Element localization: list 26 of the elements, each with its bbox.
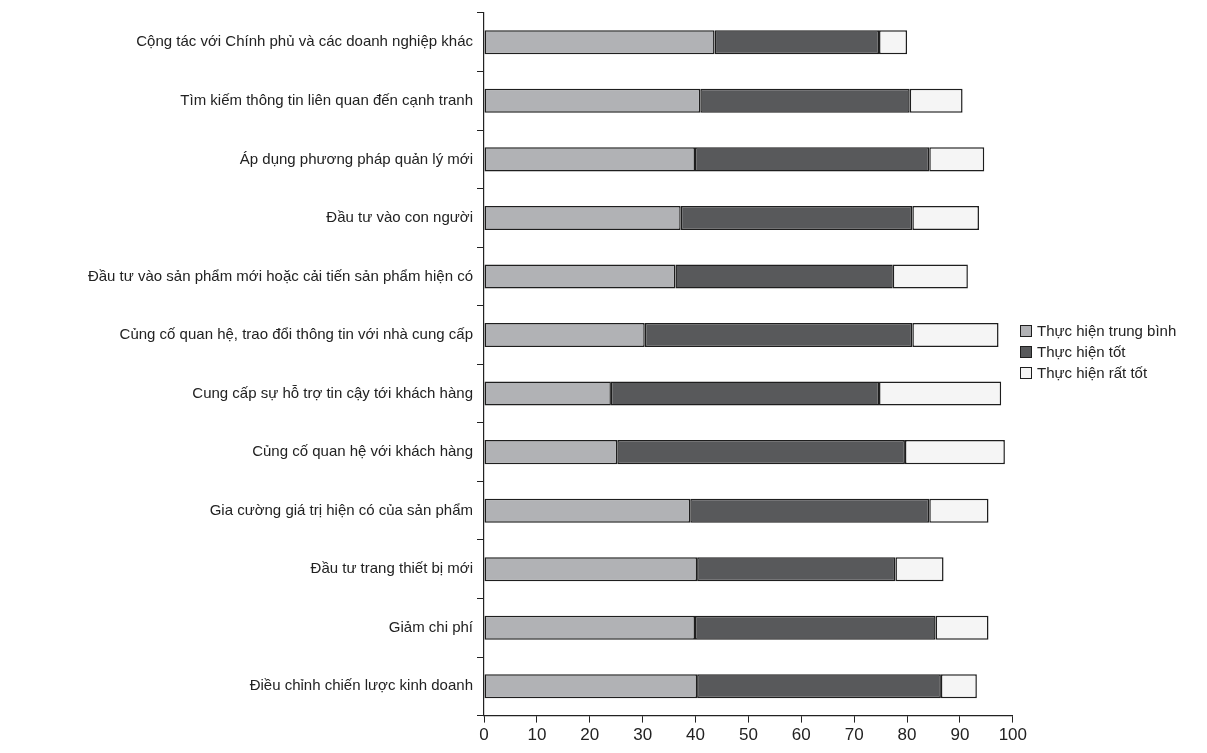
y-tick-label: Giảm chi phí	[388, 617, 474, 635]
x-tick-label: 10	[527, 725, 547, 745]
y-tick-label: Cung cấp sự hỗ trợ tin cậy tới khách hàng	[192, 383, 473, 401]
x-tick-label: 50	[738, 725, 758, 745]
y-tick-label: Gia cường giá trị hiện có của sản phẩm	[209, 500, 473, 518]
y-tick-label: Điều chỉnh chiến lược kinh doanh	[249, 676, 473, 694]
y-tick-label: Củng cố quan hệ với khách hàng	[252, 442, 473, 460]
y-tick-label: Đầu tư vào con người	[326, 208, 473, 226]
y-tick-label: Đầu tư vào sản phẩm mới hoặc cải tiến sản phẩm hiện có	[87, 266, 473, 284]
x-tick-label: 60	[791, 725, 811, 745]
legend-label: Thực hiện tốt	[1037, 343, 1126, 360]
y-tick-label: Tìm kiếm thông tin liên quan đến cạnh tranh	[180, 90, 473, 108]
y-tick-label: Áp dụng phương pháp quản lý mới	[239, 149, 473, 167]
x-tick-label: 70	[844, 725, 864, 745]
y-tick-label: Đầu tư trang thiết bị mới	[310, 559, 473, 577]
legend-label: Thực hiện trung bình	[1037, 322, 1177, 339]
text: Thực hiện rất tốt	[1037, 364, 1148, 381]
x-tick-label: 0	[479, 725, 489, 745]
y-tick-label: Cộng tác với Chính phủ và các doanh nghiệp khác	[136, 32, 474, 50]
x-tick-label: 100	[998, 725, 1028, 745]
x-tick-label: 80	[897, 725, 917, 745]
x-tick-label: 30	[633, 725, 653, 745]
x-tick-label: 20	[580, 725, 600, 745]
x-tick-label: 90	[950, 725, 970, 745]
y-tick-label: Củng cố quan hệ, trao đổi thông tin với nhà cung cấp	[119, 325, 473, 343]
x-tick-label: 40	[686, 725, 705, 745]
